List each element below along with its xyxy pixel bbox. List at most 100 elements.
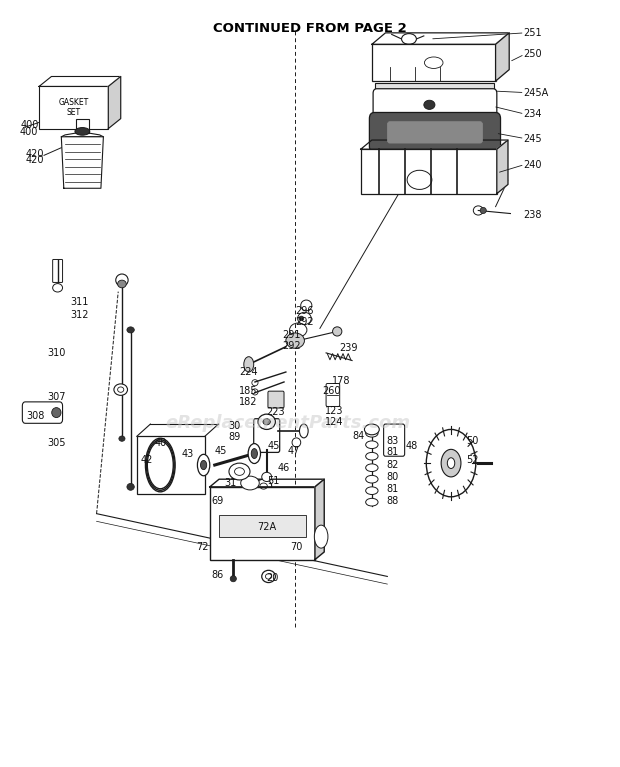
Ellipse shape (258, 414, 275, 430)
Ellipse shape (424, 100, 435, 110)
Ellipse shape (427, 430, 476, 497)
Ellipse shape (229, 463, 250, 480)
Text: 89: 89 (228, 432, 241, 442)
Ellipse shape (366, 487, 378, 495)
Ellipse shape (118, 280, 126, 288)
Text: 70: 70 (290, 542, 303, 552)
Text: 305: 305 (47, 438, 66, 448)
Text: 83: 83 (387, 436, 399, 446)
Text: eReplacementParts.com: eReplacementParts.com (166, 414, 411, 433)
Text: 292: 292 (282, 341, 301, 351)
Text: 124: 124 (325, 416, 343, 426)
Text: 182: 182 (239, 397, 257, 407)
Text: 311: 311 (70, 297, 89, 307)
Text: 312: 312 (70, 310, 89, 320)
Text: 420: 420 (25, 149, 44, 159)
FancyBboxPatch shape (53, 259, 63, 282)
FancyBboxPatch shape (370, 113, 500, 153)
Text: 296: 296 (295, 306, 314, 316)
Text: 400: 400 (20, 120, 39, 130)
Text: 223: 223 (267, 407, 285, 416)
Ellipse shape (197, 454, 210, 476)
Ellipse shape (148, 441, 173, 489)
Ellipse shape (230, 576, 236, 582)
Ellipse shape (366, 430, 378, 437)
Text: 31: 31 (224, 478, 237, 488)
Text: 86: 86 (211, 570, 223, 580)
Text: 251: 251 (523, 28, 542, 38)
Ellipse shape (332, 327, 342, 336)
FancyBboxPatch shape (384, 424, 405, 456)
Ellipse shape (248, 443, 260, 463)
Text: 20: 20 (267, 573, 279, 583)
Bar (219, 515, 306, 537)
Text: 80: 80 (387, 472, 399, 482)
Text: 30: 30 (228, 421, 241, 431)
Text: 51: 51 (267, 476, 279, 486)
Text: 123: 123 (325, 406, 343, 416)
Text: 234: 234 (523, 109, 542, 119)
Ellipse shape (314, 525, 328, 548)
Polygon shape (495, 33, 509, 81)
Ellipse shape (127, 327, 135, 333)
Text: 185: 185 (239, 386, 257, 397)
Text: GASKET
SET: GASKET SET (58, 98, 89, 117)
Polygon shape (108, 77, 121, 129)
Text: CONTINUED FROM PAGE 2: CONTINUED FROM PAGE 2 (213, 22, 407, 35)
Text: 81: 81 (387, 484, 399, 494)
Text: 178: 178 (332, 376, 350, 387)
Text: 48: 48 (406, 441, 418, 451)
Ellipse shape (241, 476, 259, 490)
Text: 50: 50 (466, 436, 478, 446)
Bar (76, 119, 89, 133)
Ellipse shape (116, 274, 128, 286)
Bar (372, 44, 495, 81)
Ellipse shape (366, 499, 378, 506)
Text: 291: 291 (282, 330, 301, 340)
Text: 292: 292 (295, 318, 314, 328)
Ellipse shape (263, 419, 270, 425)
Ellipse shape (366, 441, 378, 449)
Ellipse shape (127, 483, 135, 490)
Text: 260: 260 (322, 386, 341, 397)
Ellipse shape (299, 316, 304, 321)
Text: 88: 88 (387, 496, 399, 506)
Bar (137, 436, 205, 494)
Ellipse shape (448, 458, 454, 469)
Ellipse shape (251, 449, 257, 459)
Ellipse shape (366, 453, 378, 460)
Text: 307: 307 (47, 392, 66, 402)
Text: 240: 240 (523, 160, 542, 170)
Text: 308: 308 (27, 410, 45, 420)
Text: 245: 245 (523, 133, 542, 143)
Text: 52: 52 (466, 455, 479, 465)
Polygon shape (315, 479, 324, 560)
Text: 310: 310 (47, 348, 66, 358)
Ellipse shape (480, 207, 486, 213)
FancyBboxPatch shape (254, 419, 280, 453)
Ellipse shape (51, 407, 61, 417)
Polygon shape (497, 140, 508, 193)
Text: 72: 72 (196, 542, 209, 552)
Text: 245A: 245A (523, 87, 549, 97)
Ellipse shape (299, 424, 308, 438)
Ellipse shape (366, 464, 378, 472)
Text: 239: 239 (340, 344, 358, 354)
Text: 250: 250 (523, 49, 542, 59)
Ellipse shape (75, 127, 90, 135)
Ellipse shape (292, 438, 301, 447)
Text: 40: 40 (154, 438, 166, 448)
Bar (210, 487, 315, 560)
Ellipse shape (286, 333, 304, 348)
Text: 43: 43 (182, 449, 194, 459)
FancyBboxPatch shape (22, 402, 63, 423)
Text: 224: 224 (239, 367, 257, 377)
FancyBboxPatch shape (388, 122, 482, 143)
Text: 45: 45 (214, 446, 226, 456)
Ellipse shape (119, 436, 125, 441)
FancyBboxPatch shape (373, 89, 497, 121)
Text: 84: 84 (352, 430, 365, 440)
Text: 46: 46 (277, 463, 290, 472)
Text: 72A: 72A (257, 522, 277, 532)
Text: 400: 400 (19, 127, 38, 137)
